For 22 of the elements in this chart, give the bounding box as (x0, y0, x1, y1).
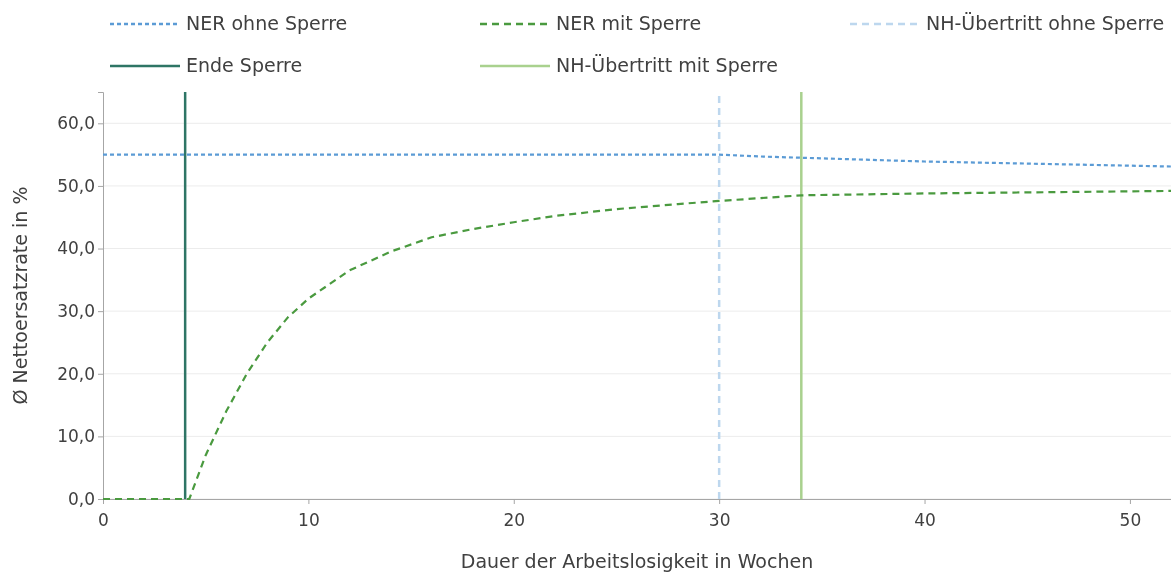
legend-label: NER mit Sperre (556, 12, 702, 34)
legend-label: NH-Übertritt ohne Sperre (926, 12, 1165, 34)
x-tick-label: 0 (98, 509, 109, 530)
x-tick-label: 30 (708, 509, 731, 530)
x-tick-label: 50 (1119, 509, 1142, 530)
x-axis-title: Dauer der Arbeitslosigkeit in Wochen (460, 550, 814, 572)
legend-label: NER ohne Sperre (186, 12, 348, 34)
y-tick-label: 60,0 (57, 113, 95, 134)
y-tick-label: 10,0 (57, 426, 95, 447)
y-tick-label: 0,0 (67, 488, 95, 509)
y-tick-label: 30,0 (57, 301, 95, 322)
y-axis-title: Ø Nettoersatzrate in % (9, 186, 31, 405)
line-series (101, 189, 1171, 501)
y-tick-label: 50,0 (57, 175, 95, 196)
line-series (101, 153, 1171, 168)
y-tick-label: 40,0 (57, 238, 95, 259)
legend-label: Ende Sperre (186, 54, 303, 76)
x-tick-label: 10 (298, 509, 320, 530)
x-tick-label: 20 (503, 509, 526, 530)
y-tick-label: 20,0 (57, 363, 95, 384)
x-tick-label: 40 (914, 509, 936, 530)
legend-label: NH-Übertritt mit Sperre (556, 54, 778, 76)
